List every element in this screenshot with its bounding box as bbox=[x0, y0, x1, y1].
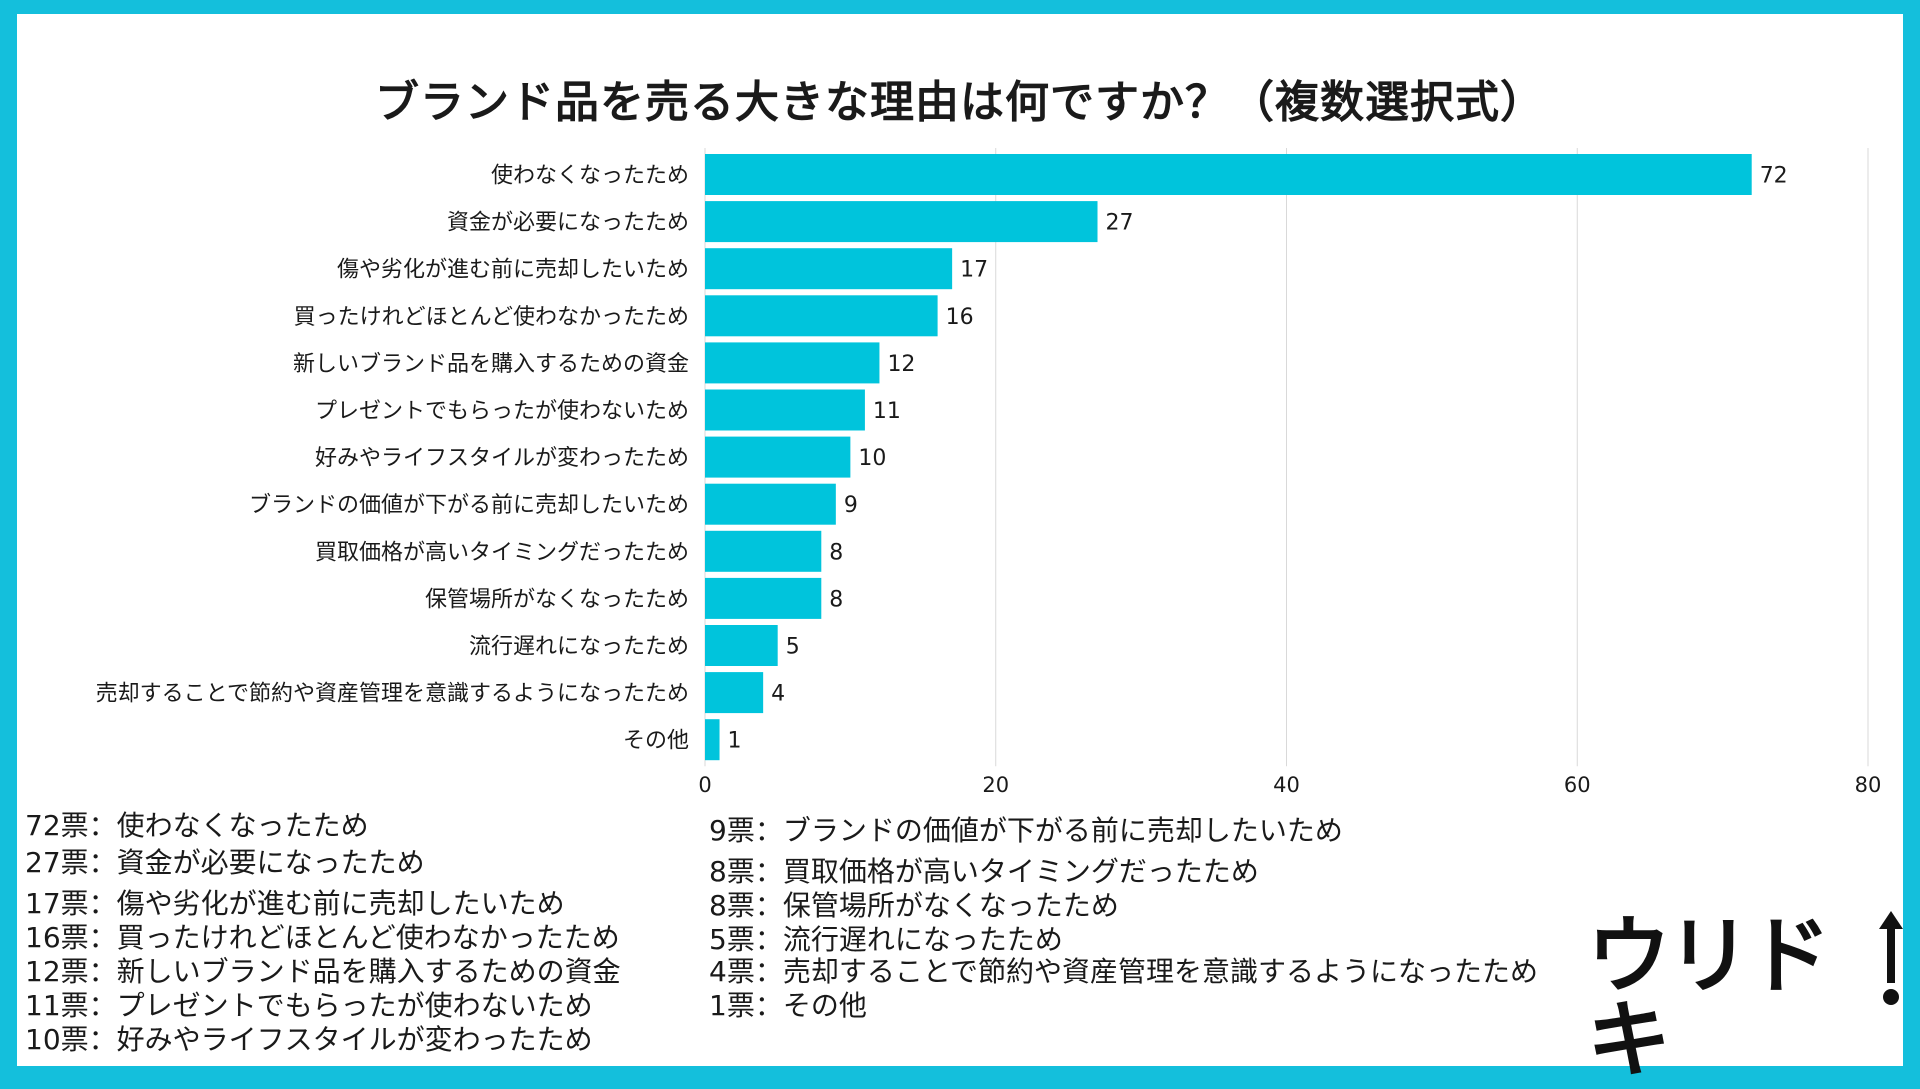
category-label: 傷や劣化が進む前に売却したいため bbox=[337, 258, 689, 283]
legend-item: 12票：新しいブランド品を購入するための資金 bbox=[25, 955, 621, 988]
bar bbox=[705, 295, 938, 337]
legend-item: 8票：保管場所がなくなったため bbox=[709, 889, 1119, 922]
legend-item: 11票：プレゼントでもらったが使わないため bbox=[25, 989, 593, 1022]
value-label: 9 bbox=[844, 493, 858, 518]
x-tick-label: 20 bbox=[982, 773, 1009, 797]
legend-item: 1票：その他 bbox=[709, 989, 867, 1022]
category-label: その他 bbox=[623, 729, 689, 754]
x-tick-label: 0 bbox=[698, 773, 711, 797]
uridoki-logo: ウリドキ bbox=[1587, 907, 1831, 1089]
bar bbox=[705, 625, 778, 666]
bar bbox=[705, 154, 1752, 195]
legend-item: 5票：流行遅れになったため bbox=[709, 923, 1063, 956]
bar bbox=[705, 201, 1098, 243]
category-label: 買ったけれどほとんど使わなかったため bbox=[294, 305, 689, 330]
bar bbox=[705, 436, 851, 478]
legend-item: 4票：売却することで節約や資産管理を意識するようになったため bbox=[709, 955, 1538, 988]
value-label: 12 bbox=[887, 352, 915, 377]
value-label: 10 bbox=[858, 446, 886, 471]
legend-item: 27票：資金が必要になったため bbox=[25, 846, 425, 879]
category-label: 好みやライフスタイルが変わったため bbox=[315, 446, 689, 471]
category-label: 買取価格が高いタイミングだったため bbox=[315, 540, 689, 565]
legend-item: 9票：ブランドの価値が下がる前に売却したいため bbox=[709, 814, 1343, 847]
value-label: 1 bbox=[728, 729, 742, 754]
value-label: 4 bbox=[771, 682, 785, 707]
category-label: プレゼントでもらったが使わないため bbox=[315, 399, 689, 424]
value-label: 16 bbox=[946, 305, 974, 330]
value-label: 8 bbox=[829, 540, 843, 565]
x-tick-label: 60 bbox=[1564, 773, 1591, 797]
category-label: 新しいブランド品を購入するための資金 bbox=[293, 352, 689, 377]
x-tick-label: 40 bbox=[1273, 773, 1300, 797]
chart-title: ブランド品を売る大きな理由は何ですか？（複数選択式） bbox=[375, 77, 1545, 128]
value-label: 8 bbox=[829, 587, 843, 612]
category-label: 売却することで節約や資産管理を意識するようになったため bbox=[96, 682, 689, 707]
category-label: 流行遅れになったため bbox=[469, 635, 689, 660]
value-label: 11 bbox=[873, 399, 901, 424]
value-label: 72 bbox=[1760, 164, 1788, 189]
up-arrow-icon bbox=[1879, 911, 1903, 1005]
legend-item: 8票：買取価格が高いタイミングだったため bbox=[709, 855, 1259, 888]
bar bbox=[705, 483, 836, 525]
bar bbox=[705, 248, 953, 290]
bar bbox=[705, 389, 865, 431]
bar-chart: 0 20 40 60 80 使わなくなったため 72 資金が必要になったため 27 傷や劣化が進む… bbox=[96, 148, 1882, 797]
legend-item: 16票：買ったけれどほとんど使わなかったため bbox=[25, 921, 620, 954]
category-label: 資金が必要になったため bbox=[447, 211, 689, 236]
legend-item: 72票：使わなくなったため bbox=[25, 809, 369, 842]
category-label: 使わなくなったため bbox=[491, 164, 689, 189]
value-label: 17 bbox=[960, 258, 988, 283]
value-label: 5 bbox=[786, 635, 800, 660]
legend-item: 17票：傷や劣化が進む前に売却したいため bbox=[25, 887, 565, 920]
legend-item: 10票：好みやライフスタイルが変わったため bbox=[25, 1023, 593, 1056]
value-label: 27 bbox=[1106, 211, 1134, 236]
category-label: 保管場所がなくなったため bbox=[425, 587, 689, 612]
bar bbox=[705, 672, 764, 714]
category-label: ブランドの価値が下がる前に売却したいため bbox=[249, 493, 689, 518]
bar bbox=[705, 530, 822, 572]
chart-frame: ブランド品を売る大きな理由は何ですか？（複数選択式） 0 20 40 60 80 使わなく… bbox=[17, 14, 1903, 1082]
bar bbox=[705, 719, 720, 761]
x-tick-label: 80 bbox=[1855, 773, 1882, 797]
bar bbox=[705, 577, 822, 619]
bar bbox=[705, 342, 880, 384]
